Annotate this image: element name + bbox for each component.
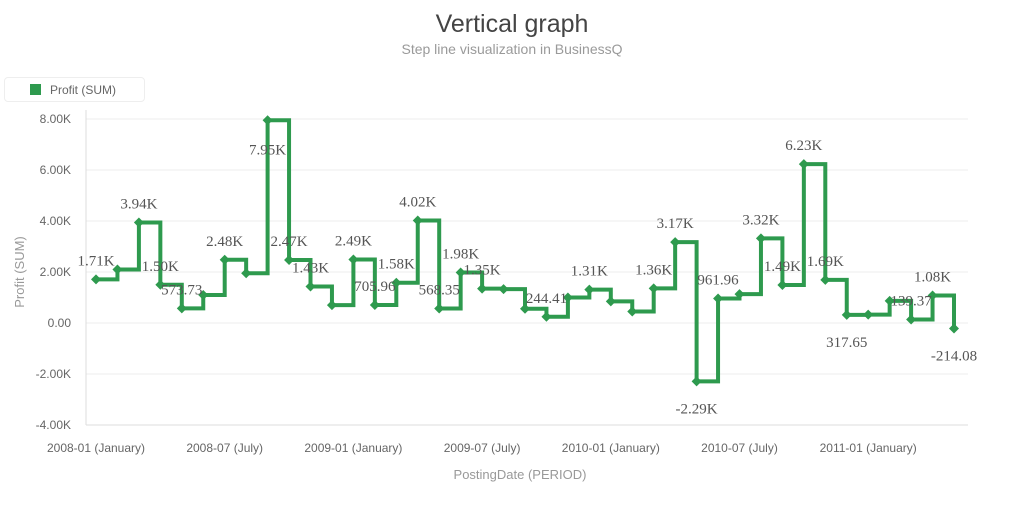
data-point-marker[interactable] [477, 283, 488, 294]
data-point-marker[interactable] [584, 284, 595, 295]
data-point-marker[interactable] [820, 274, 831, 285]
legend: Profit (SUM) [4, 77, 145, 102]
data-point-marker[interactable] [305, 281, 316, 292]
data-point-marker[interactable] [691, 376, 702, 387]
data-label: 1.58K [378, 257, 415, 273]
data-point-marker[interactable] [133, 217, 144, 228]
y-axis-title: Profit (SUM) [12, 236, 27, 308]
data-point-marker[interactable] [348, 254, 359, 265]
data-label: 2.48K [206, 234, 243, 250]
data-point-marker[interactable] [391, 277, 402, 288]
data-point-marker[interactable] [262, 115, 273, 126]
data-point-marker[interactable] [455, 267, 466, 278]
x-axis-title: PostingDate (PERIOD) [454, 467, 587, 482]
data-point-marker[interactable] [434, 303, 445, 314]
y-tick-label: -4.00K [36, 418, 71, 432]
x-tick-label: 2009-01 (January) [304, 441, 402, 455]
data-label: 1.49K [764, 259, 801, 275]
data-point-marker[interactable] [949, 323, 959, 334]
data-label: 139.37 [890, 293, 932, 309]
data-point-marker[interactable] [562, 292, 573, 303]
data-label: 1.08K [914, 269, 951, 285]
legend-item-profit[interactable]: Profit (SUM) [5, 83, 116, 97]
data-label: 317.65 [826, 335, 867, 351]
data-point-marker[interactable] [520, 303, 530, 314]
data-point-marker[interactable] [670, 237, 681, 248]
x-tick-label: 2011-01 (January) [820, 441, 917, 455]
data-point-marker[interactable] [369, 299, 380, 310]
data-label: 961.96 [697, 272, 739, 288]
data-point-marker[interactable] [176, 303, 187, 314]
data-point-marker[interactable] [627, 306, 638, 317]
data-point-marker[interactable] [605, 296, 616, 307]
x-axis-ticks: 2008-01 (January) 2008-07 (July) 2009-01 (… [47, 441, 917, 455]
data-label: 2.49K [335, 234, 372, 250]
y-tick-label: 4.00K [40, 214, 71, 228]
y-tick-label: -2.00K [36, 367, 71, 381]
data-point-marker[interactable] [755, 233, 766, 244]
data-label: 1.69K [807, 254, 844, 270]
x-tick-label: 2010-07 (July) [701, 441, 778, 455]
data-label: -214.08 [931, 348, 977, 364]
data-point-marker[interactable] [241, 268, 252, 279]
data-label: 1.50K [142, 259, 179, 275]
data-point-marker[interactable] [219, 254, 230, 265]
data-point-marker[interactable] [713, 293, 724, 304]
data-point-marker[interactable] [112, 264, 123, 275]
data-point-marker[interactable] [863, 309, 874, 320]
data-label: 1.71K [77, 253, 114, 269]
data-label: 1.31K [571, 264, 608, 280]
y-tick-label: 6.00K [40, 163, 71, 177]
data-label: 6.23K [785, 138, 822, 154]
data-label: 7.95K [249, 142, 286, 158]
data-label: 1.36K [635, 262, 672, 278]
data-label: 3.32K [742, 212, 779, 228]
data-point-marker[interactable] [541, 311, 552, 322]
legend-swatch-icon [30, 84, 41, 95]
data-point-marker[interactable] [326, 300, 337, 311]
data-point-marker[interactable] [648, 283, 659, 294]
y-tick-label: 8.00K [40, 112, 71, 126]
data-point-marker[interactable] [906, 314, 917, 325]
chart-subtitle: Step line visualization in BusinessQ [401, 41, 623, 57]
data-point-marker[interactable] [777, 280, 788, 291]
data-point-marker[interactable] [91, 274, 101, 285]
data-point-marker[interactable] [498, 284, 509, 295]
series-profit [91, 115, 959, 387]
y-tick-label: 0.00 [48, 316, 72, 330]
data-label: 3.94K [120, 197, 157, 213]
legend-label: Profit (SUM) [50, 82, 116, 97]
data-point-marker[interactable] [155, 279, 166, 290]
data-label: 4.02K [399, 194, 436, 210]
data-label: 244.41 [526, 291, 567, 307]
x-tick-label: 2008-01 (January) [47, 441, 145, 455]
data-label: 2.47K [271, 234, 308, 250]
data-label: -2.29K [676, 401, 718, 417]
data-point-marker[interactable] [734, 289, 745, 300]
x-tick-label: 2008-07 (July) [186, 441, 263, 455]
data-label: 573.73 [161, 282, 202, 298]
data-point-marker[interactable] [198, 289, 209, 300]
data-label: 568.35 [419, 283, 460, 299]
data-label: 1.98K [442, 247, 479, 263]
data-labels: 1.71K 3.94K 1.50K 573.73 2.48K 7.95K 2.47K 1.43… [77, 138, 977, 417]
y-tick-label: 2.00K [40, 265, 71, 279]
data-point-marker[interactable] [884, 295, 895, 306]
data-point-marker[interactable] [412, 215, 423, 226]
data-point-marker[interactable] [841, 309, 852, 320]
data-label: 1.35K [464, 263, 501, 279]
data-label: 705.96 [354, 279, 396, 295]
x-tick-label: 2009-07 (July) [444, 441, 521, 455]
data-label: 1.43K [292, 261, 329, 277]
gridlines [86, 118, 968, 426]
chart-title: Vertical graph [435, 10, 589, 38]
data-point-marker[interactable] [284, 255, 295, 266]
data-label: 3.17K [657, 216, 694, 232]
data-point-marker[interactable] [798, 159, 809, 170]
x-tick-label: 2010-01 (January) [562, 441, 660, 455]
data-point-marker[interactable] [927, 290, 938, 301]
y-axis-ticks: -4.00K -2.00K 0.00 2.00K 4.00K 6.00K 8.00K [36, 112, 72, 432]
